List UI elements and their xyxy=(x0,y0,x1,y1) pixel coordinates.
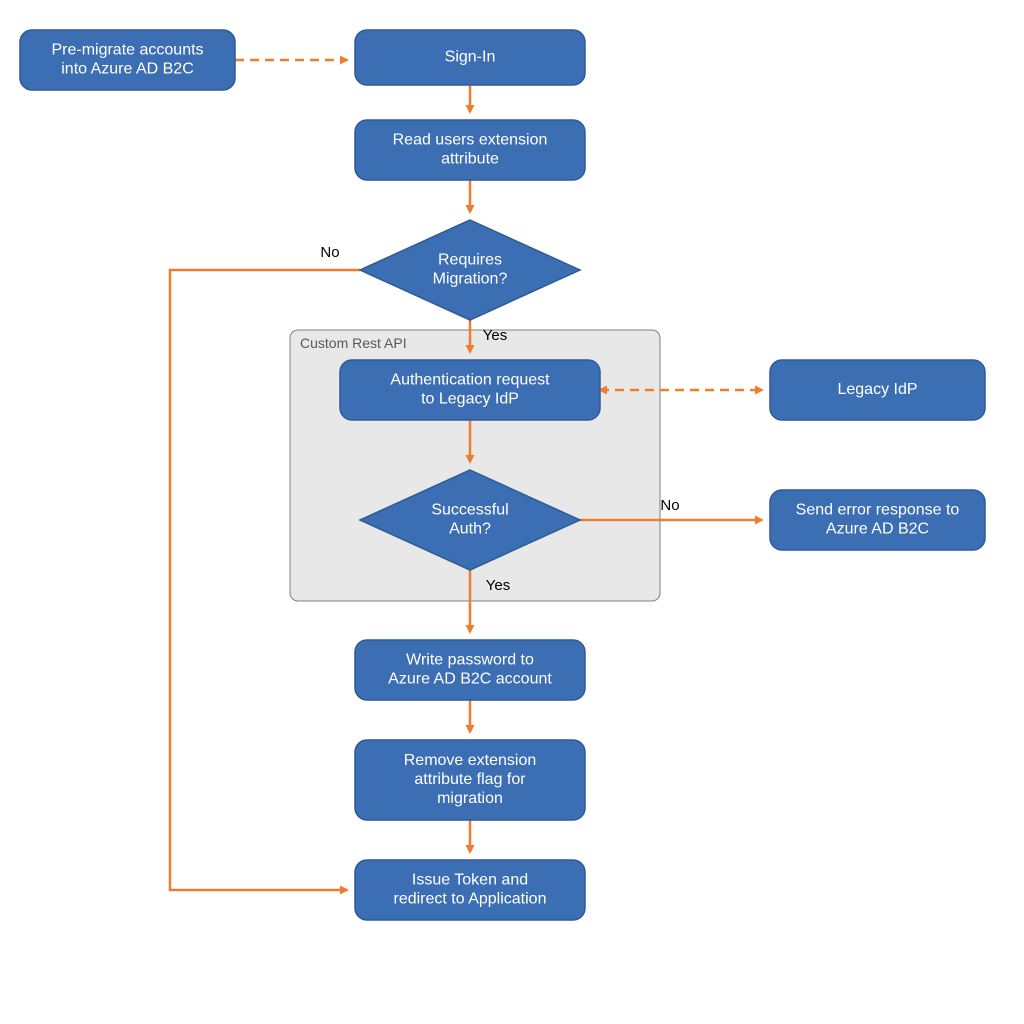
node-removeext-line1: attribute flag for xyxy=(414,771,526,788)
node-signin: Sign-In xyxy=(355,30,585,85)
node-succauth-line0: Successful xyxy=(431,502,508,519)
node-removeext: Remove extension attribute flag for migrat… xyxy=(355,740,585,820)
node-issuetoken-line0: Issue Token and xyxy=(412,872,528,889)
node-reqmig: Requires Migration? xyxy=(360,220,580,320)
node-premigrate: Pre-migrate accounts into Azure AD B2C xyxy=(20,30,235,90)
edge-label-e4: Yes xyxy=(483,327,507,344)
node-premigrate-line0: Pre-migrate accounts xyxy=(51,42,203,59)
node-removeext-line0: Remove extension xyxy=(404,752,537,769)
node-reqmig-line0: Requires xyxy=(438,252,502,269)
custom-rest-api-label: Custom Rest API xyxy=(300,335,407,351)
node-authreq-line1: to Legacy IdP xyxy=(421,391,519,408)
node-readext: Read users extension attribute xyxy=(355,120,585,180)
edge-label-e9: Yes xyxy=(486,577,510,594)
node-readext-line0: Read users extension xyxy=(393,132,548,149)
flowchart-canvas: Custom Rest API Pre-migrate accounts into… xyxy=(0,0,1024,1024)
node-legacy-line0: Legacy IdP xyxy=(837,381,917,398)
node-readext-line1: attribute xyxy=(441,151,499,168)
node-succauth-line1: Auth? xyxy=(449,521,491,538)
node-senderr: Send error response to Azure AD B2C xyxy=(770,490,985,550)
node-writepw-line0: Write password to xyxy=(406,652,534,669)
node-writepw-line1: Azure AD B2C account xyxy=(388,671,552,688)
node-issuetoken: Issue Token and redirect to Application xyxy=(355,860,585,920)
node-reqmig-line1: Migration? xyxy=(433,271,508,288)
node-legacy: Legacy IdP xyxy=(770,360,985,420)
node-signin-line0: Sign-In xyxy=(445,49,496,66)
node-removeext-line2: migration xyxy=(437,790,503,807)
node-senderr-line1: Azure AD B2C xyxy=(826,521,929,538)
edge-label-e5: No xyxy=(320,244,339,261)
node-writepw: Write password to Azure AD B2C account xyxy=(355,640,585,700)
node-senderr-line0: Send error response to xyxy=(796,502,960,519)
node-premigrate-line1: into Azure AD B2C xyxy=(61,61,194,78)
node-issuetoken-line1: redirect to Application xyxy=(394,891,547,908)
node-authreq: Authentication request to Legacy IdP xyxy=(340,360,600,420)
node-authreq-line0: Authentication request xyxy=(390,372,550,389)
edge-label-e8: No xyxy=(660,497,679,514)
